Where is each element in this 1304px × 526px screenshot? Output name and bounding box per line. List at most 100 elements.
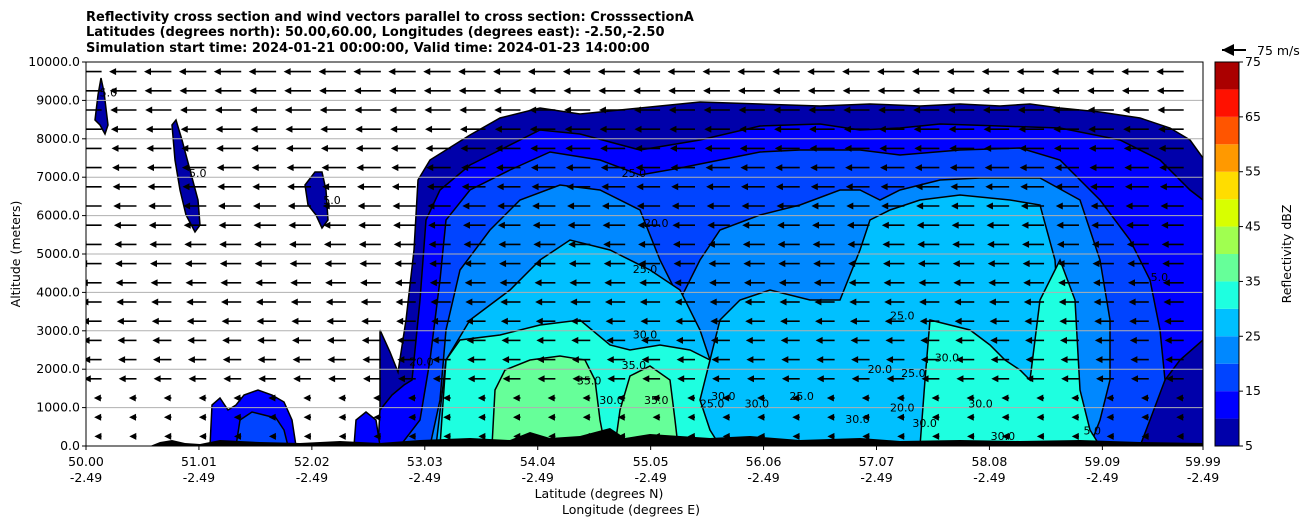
wind-vector	[600, 164, 626, 172]
wind-vector	[423, 87, 451, 95]
wind-vector	[953, 279, 975, 287]
wind-vector	[178, 68, 207, 76]
wind-vector	[501, 336, 521, 344]
contour-label: 30.0	[968, 398, 993, 411]
wind-vector	[428, 240, 451, 248]
wind-vector	[86, 224, 102, 226]
wind-vector	[844, 144, 870, 152]
wind-vector	[826, 394, 835, 402]
wind-vector	[1176, 413, 1184, 421]
wind-vector	[536, 336, 556, 344]
wind-vector	[397, 375, 416, 383]
wind-vector	[1036, 432, 1045, 440]
wind-vector	[249, 87, 277, 95]
wind-vector	[911, 68, 940, 76]
wind-vector	[219, 260, 242, 268]
wind-vector	[635, 164, 661, 172]
wind-vector	[990, 356, 1010, 364]
wind-vector	[458, 68, 486, 76]
wind-vector	[215, 125, 242, 133]
wind-vector	[673, 260, 695, 268]
wind-vector	[94, 413, 102, 421]
wind-vector	[775, 183, 800, 191]
wind-vector	[93, 394, 102, 402]
x-axis: 50.00-2.4951.01-2.4952.02-2.4953.03-2.49…	[68, 446, 1221, 485]
wind-vector	[568, 240, 591, 248]
wind-vector	[632, 68, 661, 76]
wind-vector	[741, 183, 765, 191]
wind-vector	[583, 432, 591, 440]
wind-vector	[676, 356, 695, 364]
wind-vector	[531, 183, 556, 191]
wind-vector	[920, 336, 940, 344]
wind-vector	[931, 413, 940, 421]
wind-vector	[322, 202, 346, 210]
wind-vector	[532, 202, 556, 210]
wind-vector	[886, 375, 905, 383]
wind-vector	[672, 221, 695, 229]
wind-vector	[463, 240, 486, 248]
wind-vector	[86, 109, 102, 111]
wind-vector	[426, 164, 451, 172]
wind-vector	[881, 221, 905, 229]
wind-vector	[636, 183, 661, 191]
wind-vector	[428, 221, 451, 229]
wind-vector	[1053, 144, 1079, 152]
wind-vector	[323, 221, 346, 229]
wind-vector	[582, 394, 591, 402]
wind-vector	[461, 183, 486, 191]
wind-vector	[949, 164, 975, 172]
wind-vector	[328, 375, 346, 383]
wind-vector	[816, 375, 835, 383]
wind-vector	[466, 336, 486, 344]
wind-vector	[1018, 125, 1045, 133]
wind-vector	[216, 144, 242, 152]
wind-vector	[884, 317, 905, 325]
wind-vector	[710, 317, 730, 325]
wind-vector	[268, 432, 277, 440]
wind-vector	[705, 164, 730, 172]
wind-vector	[1090, 202, 1114, 210]
wind-vector	[164, 432, 172, 440]
wind-vector	[946, 68, 975, 76]
wind-vector	[234, 432, 242, 440]
wind-vector	[562, 68, 591, 76]
wind-vector	[179, 87, 207, 95]
wind-vector	[672, 240, 695, 248]
wind-vector	[443, 432, 451, 440]
wind-vector	[702, 68, 730, 76]
wind-vector	[512, 394, 521, 402]
wind-vector	[424, 106, 451, 114]
wind-vector	[967, 432, 975, 440]
wind-vector	[251, 144, 277, 152]
wind-vector	[739, 144, 765, 152]
wind-vector	[214, 87, 242, 95]
wind-vector	[320, 125, 346, 133]
wind-vector	[966, 394, 975, 402]
wind-vector	[571, 336, 591, 344]
wind-vector	[916, 221, 940, 229]
wind-vector	[1023, 298, 1045, 306]
wind-vector	[985, 183, 1010, 191]
wind-vector	[780, 336, 800, 344]
contour-label: 30.0	[935, 352, 960, 365]
wind-vector	[464, 279, 486, 287]
contour-label: 25.0	[622, 167, 647, 180]
wind-vector	[601, 202, 626, 210]
wind-vector	[777, 240, 800, 248]
wind-vector	[153, 375, 172, 383]
contour-label: 20.0	[409, 355, 434, 368]
wind-vector	[425, 144, 451, 152]
colorbar-segment	[1215, 308, 1239, 337]
wind-vector	[1141, 432, 1149, 440]
wind-vector	[393, 240, 416, 248]
terrain	[150, 428, 1203, 446]
wind-vector	[1176, 432, 1184, 440]
wind-vector	[512, 413, 521, 421]
wind-vector	[687, 394, 695, 402]
wind-vector	[493, 87, 521, 95]
wind-vector	[1019, 164, 1045, 172]
wind-vector	[254, 260, 277, 268]
wind-vector	[397, 356, 416, 364]
wind-vector	[145, 125, 172, 133]
